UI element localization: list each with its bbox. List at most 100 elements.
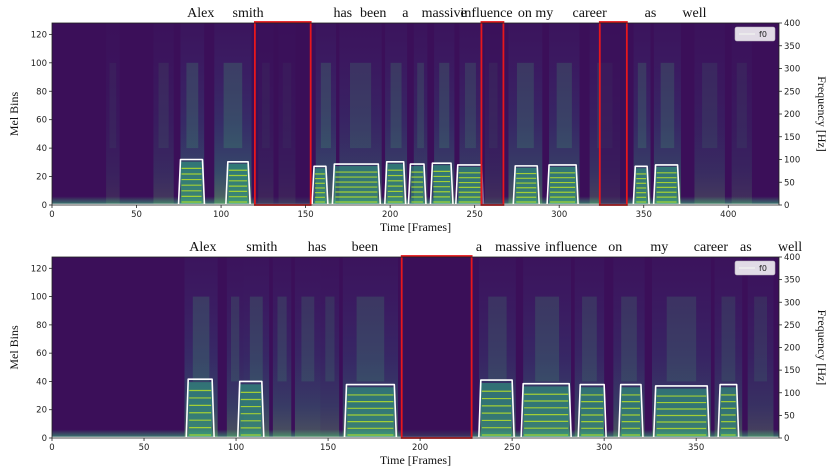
formant-band — [621, 296, 637, 382]
x-tick-label: 350 — [688, 443, 704, 453]
voiced-segment — [314, 168, 326, 205]
y-tick-label: 100 — [31, 293, 47, 303]
x-tick-label: 50 — [131, 210, 142, 220]
right-tick-label: 300 — [784, 298, 800, 308]
x-tick-label: 300 — [551, 210, 567, 220]
legend-label: f0 — [759, 30, 767, 39]
right-tick-label: 350 — [784, 276, 800, 286]
word-label: a — [476, 240, 483, 255]
word-label: Alex — [189, 240, 216, 255]
right-tick-label: 200 — [784, 344, 800, 354]
formant-band — [535, 296, 560, 382]
x-tick-label: 50 — [139, 443, 150, 453]
word-label: smith — [233, 6, 264, 21]
legend: f0 — [734, 26, 776, 42]
x-tick-label: 100 — [213, 210, 229, 220]
silence-fill — [254, 22, 311, 205]
word-label: career — [694, 240, 729, 255]
y-tick-label: 40 — [36, 144, 47, 154]
right-tick-label: 150 — [784, 366, 800, 376]
word-label: massive — [495, 240, 540, 255]
voiced-segment — [227, 163, 249, 205]
voiced-segment — [180, 161, 203, 205]
voiced-segment — [346, 387, 395, 438]
voiced-segment — [239, 384, 262, 438]
formant-band — [702, 62, 718, 149]
x-tick-label: 400 — [720, 210, 736, 220]
right-tick-label: 400 — [784, 253, 800, 263]
formant-band — [582, 296, 597, 382]
formant-band — [488, 296, 507, 382]
silence-fill — [599, 22, 627, 205]
y-tick-label: 80 — [36, 321, 47, 331]
right-tick-label: 50 — [784, 411, 795, 421]
x-tick-label: 300 — [596, 443, 612, 453]
right-tick-label: 100 — [784, 156, 800, 166]
x-axis-label: Time [Frames] — [380, 453, 451, 467]
formant-band — [349, 62, 372, 149]
right-axis-label: Frequency [Hz] — [815, 76, 829, 152]
spectrogram-content — [52, 23, 779, 205]
voiced-segment — [480, 382, 513, 438]
voiced-segment — [720, 387, 737, 438]
x-tick-label: 150 — [297, 210, 313, 220]
voiced-segment — [635, 168, 648, 205]
formant-band — [666, 296, 697, 382]
right-tick-label: 0 — [784, 201, 789, 211]
x-tick-label: 250 — [467, 210, 483, 220]
formant-band — [192, 296, 210, 382]
formant-band — [223, 62, 243, 149]
voiced-segment — [432, 165, 452, 205]
spectral-column — [413, 23, 428, 205]
x-tick-label: 100 — [228, 443, 244, 453]
right-tick-label: 250 — [784, 321, 800, 331]
right-tick-label: 200 — [784, 110, 800, 120]
voiced-segment — [523, 386, 570, 438]
spectral-column — [694, 23, 725, 205]
right-tick-label: 300 — [784, 65, 800, 75]
spectral-column — [633, 23, 651, 205]
right-axis-label: Frequency [Hz] — [815, 310, 829, 386]
y-axis-label: Mel Bins — [7, 325, 21, 370]
voiced-segment — [457, 166, 482, 205]
voiced-segment — [386, 163, 404, 205]
word-label: my — [650, 240, 668, 255]
x-tick-label: 200 — [412, 443, 428, 453]
right-tick-label: 0 — [784, 434, 789, 444]
y-tick-label: 20 — [36, 173, 47, 183]
word-label: been — [360, 6, 386, 21]
x-tick-label: 200 — [382, 210, 398, 220]
word-label: well — [778, 240, 802, 255]
voiced-segment — [655, 388, 708, 438]
word-label: influence — [460, 6, 512, 21]
formant-band — [109, 62, 117, 149]
word-label: as — [645, 6, 657, 21]
spectral-column — [747, 257, 774, 438]
formant-band — [356, 296, 385, 382]
x-tick-label: 0 — [49, 443, 54, 453]
x-tick-label: 350 — [636, 210, 652, 220]
y-tick-label: 40 — [36, 377, 47, 387]
spectral-column — [315, 23, 337, 205]
spectral-column — [294, 257, 321, 438]
spectral-column — [320, 257, 340, 438]
word-label: massive — [422, 6, 467, 21]
right-tick-label: 150 — [784, 133, 800, 143]
spectrogram-panel-bottom: 0 50 100 150 200 250 300 350 0 20 40 60 80 100 120 0 50 1… — [7, 240, 829, 467]
right-tick-label: 100 — [784, 389, 800, 399]
silence-fill — [401, 256, 472, 438]
spectral-column — [272, 257, 292, 438]
word-label: smith — [246, 240, 277, 255]
formant-band — [417, 62, 424, 149]
spectral-column — [731, 23, 752, 205]
right-tick-label: 50 — [784, 178, 795, 188]
formant-band — [736, 62, 747, 149]
right-tick-label: 350 — [784, 42, 800, 52]
formant-band — [230, 296, 240, 382]
legend-label: f0 — [759, 264, 767, 273]
formant-band — [637, 62, 647, 149]
spectral-column — [153, 23, 174, 205]
f0-contour — [185, 378, 740, 438]
y-tick-label: 120 — [31, 30, 47, 40]
y-tick-label: 100 — [31, 59, 47, 69]
